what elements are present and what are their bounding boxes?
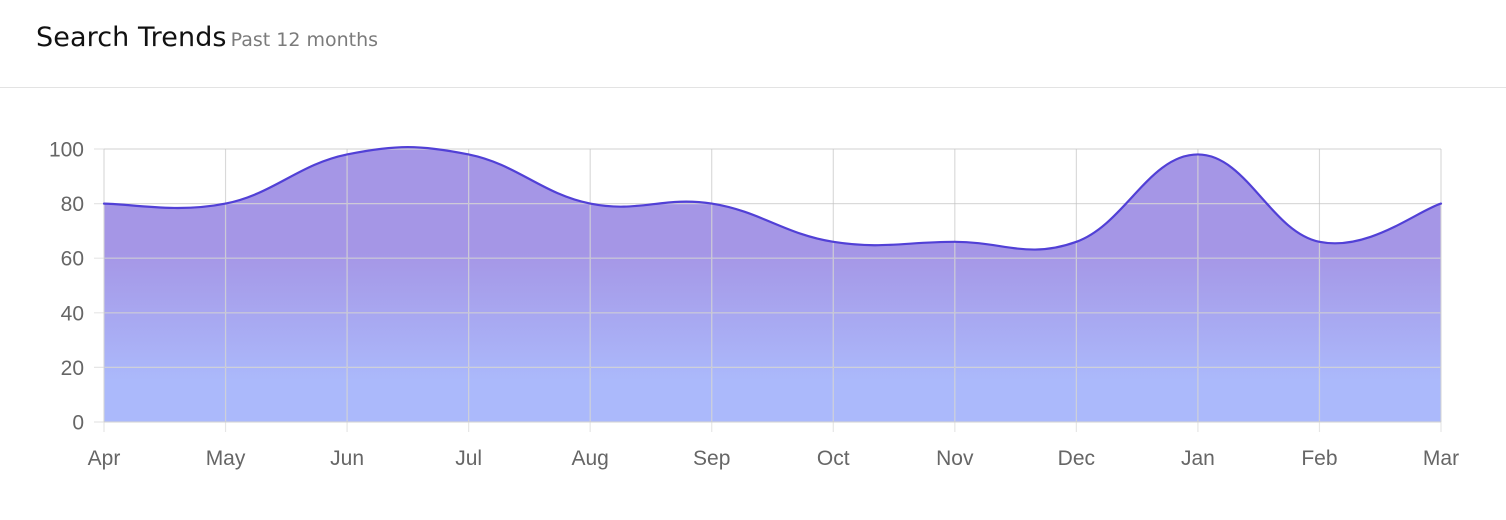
y-tick-label: 20 xyxy=(61,357,84,380)
y-tick-label: 80 xyxy=(61,193,84,216)
y-tick-label: 100 xyxy=(49,139,84,162)
x-tick-label-jun: Jun xyxy=(330,447,364,470)
y-tick-label: 0 xyxy=(72,412,84,435)
x-tick-label-feb: Feb xyxy=(1301,447,1337,470)
x-tick-label-nov: Nov xyxy=(936,447,974,470)
chart-subtitle: Past 12 months xyxy=(231,29,378,51)
y-tick-label: 60 xyxy=(61,248,84,271)
x-tick-label-aug: Aug xyxy=(571,447,608,470)
area-fill xyxy=(104,147,1441,422)
x-tick-label-mar: Mar xyxy=(1423,447,1459,470)
x-tick-label-jan: Jan xyxy=(1181,447,1215,470)
x-tick-label-dec: Dec xyxy=(1058,447,1095,470)
chart-area: 0 20 40 60 80 100 Apr May Jun Jul Aug Sep Oct Nov Dec J… xyxy=(0,89,1506,516)
x-tick-label-jul: Jul xyxy=(455,447,482,470)
x-tick-label-sep: Sep xyxy=(693,447,730,470)
y-tick-label: 40 xyxy=(61,302,84,325)
chart-title-text: Search Trends xyxy=(36,22,227,53)
x-tick-label-oct: Oct xyxy=(817,447,850,470)
area-chart: 0 20 40 60 80 100 Apr May Jun Jul Aug Sep Oct Nov Dec J… xyxy=(0,89,1506,516)
x-tick-label-may: May xyxy=(206,447,246,470)
x-tick-label-apr: Apr xyxy=(88,447,121,470)
